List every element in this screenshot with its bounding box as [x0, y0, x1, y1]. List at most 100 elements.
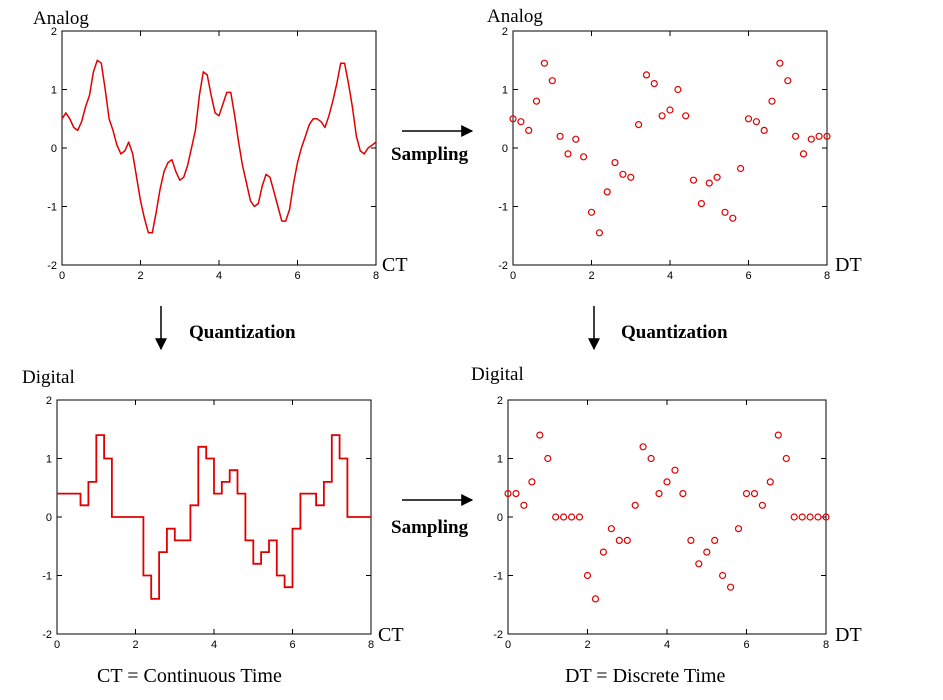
- sample-point: [806, 513, 814, 521]
- digital-dt-plot: 210-1-20 2 4 6 8: [493, 395, 830, 651]
- sample-point: [631, 501, 639, 509]
- y-tick-label: 0: [51, 143, 57, 155]
- y-tick-label: -1: [47, 202, 57, 214]
- sample-point: [623, 536, 631, 545]
- sample-point: [595, 229, 604, 237]
- sample-point: [567, 513, 576, 521]
- x-tick-label: 8: [824, 270, 830, 282]
- sample-point: [525, 126, 533, 134]
- sample-point: [642, 71, 651, 79]
- y-tick-label: -1: [498, 202, 508, 214]
- y-tick-label: 1: [502, 85, 508, 97]
- sample-point: [729, 214, 737, 222]
- sample-point: [697, 200, 706, 208]
- ct-label-bottom: CT: [378, 624, 404, 646]
- plot-frame: [507, 399, 827, 635]
- quantization-label-right: Quantization: [621, 322, 728, 343]
- sampling-label-top: Sampling: [391, 144, 469, 165]
- y-tick-label: -1: [493, 571, 503, 583]
- sample-point: [674, 85, 682, 94]
- sample-point: [776, 59, 784, 67]
- x-tick-label: 4: [211, 639, 217, 651]
- sampling-label-bottom: Sampling: [391, 517, 469, 538]
- sample-point: [760, 126, 768, 134]
- sample-point: [536, 431, 544, 439]
- y-tick-label: 2: [46, 395, 52, 407]
- sample-point: [603, 188, 611, 196]
- dt-caption: DT = Discrete Time: [565, 665, 725, 687]
- y-tick-label: 0: [502, 143, 508, 155]
- sample-point: [823, 132, 831, 140]
- sample-point: [703, 548, 711, 556]
- sample-point: [663, 478, 671, 486]
- sample-point: [548, 77, 556, 85]
- sample-point: [744, 115, 753, 123]
- sample-point: [615, 536, 623, 545]
- sample-point: [784, 77, 792, 85]
- sampled-dt-plot: 210-1-20 2 4 6 8: [498, 26, 831, 282]
- y-tick-label: 2: [502, 26, 508, 38]
- y-tick-label: -1: [42, 571, 52, 583]
- y-tick-label: 1: [497, 454, 503, 466]
- analog-signal-line: [61, 59, 377, 234]
- sample-point: [556, 132, 564, 140]
- sample-point: [815, 132, 823, 140]
- sample-point: [814, 513, 822, 521]
- y-tick-label: -2: [493, 629, 503, 641]
- analog-title-right: Analog: [487, 6, 543, 27]
- y-tick-label: 0: [46, 512, 52, 524]
- sample-point: [807, 135, 815, 143]
- sample-point: [752, 118, 761, 126]
- x-tick-label: 0: [505, 639, 511, 651]
- x-tick-label: 4: [667, 270, 673, 282]
- quantization-label-left: Quantization: [189, 322, 296, 343]
- digital-ct-plot: 210-1-20 2 4 6 8: [42, 395, 374, 651]
- y-tick-label: 2: [51, 26, 57, 38]
- y-tick-label: -2: [42, 629, 52, 641]
- digital-step-line: [57, 434, 371, 600]
- sample-point: [579, 153, 588, 161]
- sample-point: [790, 513, 798, 521]
- x-tick-label: 4: [664, 639, 670, 651]
- sample-point: [650, 79, 658, 88]
- sample-point: [658, 112, 666, 120]
- sample-point: [540, 59, 549, 67]
- digital-title-left: Digital: [22, 367, 75, 388]
- sample-point: [768, 97, 776, 105]
- plot-frame: [61, 30, 377, 266]
- y-tick-label: -2: [47, 260, 57, 272]
- x-tick-label: 6: [289, 639, 295, 651]
- sample-point: [517, 118, 525, 126]
- sample-point: [611, 159, 619, 167]
- dt-label-top: DT: [835, 254, 862, 276]
- x-tick-label: 8: [823, 639, 829, 651]
- y-tick-label: 1: [46, 454, 52, 466]
- sample-point: [544, 454, 552, 463]
- sample-point: [736, 164, 745, 173]
- sample-point: [591, 595, 600, 603]
- x-tick-label: 2: [132, 639, 138, 651]
- sample-point: [711, 536, 719, 545]
- sample-point: [532, 97, 541, 105]
- analog-title-left: Analog: [33, 8, 89, 29]
- y-tick-label: 1: [51, 85, 57, 97]
- sample-point: [742, 490, 751, 498]
- sample-point: [559, 513, 568, 521]
- sample-point: [822, 513, 830, 521]
- digital-title-right: Digital: [471, 364, 524, 385]
- x-tick-label: 4: [216, 270, 222, 282]
- x-tick-label: 0: [54, 639, 60, 651]
- sample-point: [528, 478, 536, 486]
- sample-point: [666, 106, 674, 114]
- y-tick-label: -2: [498, 260, 508, 272]
- sample-point: [689, 176, 698, 184]
- sample-point: [695, 560, 703, 568]
- dt-label-bottom: DT: [835, 624, 862, 646]
- sample-point: [599, 548, 608, 556]
- y-tick-label: 2: [497, 395, 503, 407]
- sample-point: [587, 208, 596, 216]
- x-tick-label: 0: [59, 270, 65, 282]
- sample-point: [799, 150, 808, 158]
